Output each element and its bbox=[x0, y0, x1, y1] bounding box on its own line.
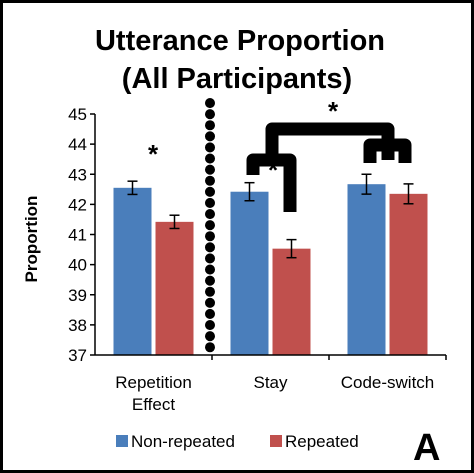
bar-non-repeated-2 bbox=[347, 184, 386, 355]
y-tick-label: 39 bbox=[68, 286, 87, 305]
bar-non-repeated-1 bbox=[230, 191, 269, 355]
x-axis-ticks bbox=[211, 355, 447, 360]
y-tick-label: 43 bbox=[68, 165, 87, 184]
bar-repeated-0 bbox=[155, 221, 194, 355]
y-axis-label: Proportion bbox=[22, 196, 41, 283]
error-bar bbox=[286, 238, 297, 259]
y-tick-label: 40 bbox=[68, 256, 87, 275]
x-category-label: Code-switch bbox=[341, 373, 435, 392]
chart-title-line-2: (All Participants) bbox=[122, 63, 352, 95]
chart-title-line-1: Utterance Proportion bbox=[95, 25, 385, 57]
x-category-label: Stay bbox=[253, 373, 288, 392]
legend-swatch-repeated bbox=[270, 435, 282, 447]
bar-non-repeated-0 bbox=[113, 187, 152, 355]
y-axis: 37 38 39 40 41 42 43 44 45 bbox=[68, 105, 95, 365]
y-tick-label: 44 bbox=[68, 135, 87, 154]
panel-label: A bbox=[413, 427, 440, 469]
utterance-proportion-chart: Utterance Proportion (All Participants) … bbox=[22, 25, 447, 469]
legend: Non-repeated Repeated bbox=[116, 432, 359, 451]
significance-star-repetition: * bbox=[148, 139, 159, 169]
bars-group bbox=[113, 184, 428, 355]
x-axis-labels: Repetition Effect Stay Code-switch bbox=[115, 373, 434, 414]
legend-label-non-repeated: Non-repeated bbox=[131, 432, 235, 451]
x-category-label: Effect bbox=[132, 395, 175, 414]
significance-star-stay-vs-code-switch: * bbox=[328, 96, 339, 126]
error-bars-group bbox=[127, 173, 414, 259]
error-bar bbox=[244, 181, 255, 202]
legend-swatch-non-repeated bbox=[116, 435, 128, 447]
y-tick-label: 38 bbox=[68, 316, 87, 335]
code-switch-bracket bbox=[363, 138, 412, 163]
significance-star-stay: * bbox=[268, 155, 279, 185]
error-bar bbox=[127, 180, 138, 196]
y-tick-label: 41 bbox=[68, 226, 87, 245]
x-category-label: Repetition bbox=[115, 373, 192, 392]
y-tick-label: 42 bbox=[68, 195, 87, 214]
error-bar bbox=[361, 173, 372, 195]
legend-label-repeated: Repeated bbox=[285, 432, 359, 451]
bar-repeated-2 bbox=[389, 193, 428, 355]
bar-repeated-1 bbox=[272, 248, 311, 355]
y-tick-label: 37 bbox=[68, 346, 87, 365]
error-bar bbox=[403, 183, 414, 205]
error-bar bbox=[169, 214, 180, 230]
y-tick-label: 45 bbox=[68, 105, 87, 124]
